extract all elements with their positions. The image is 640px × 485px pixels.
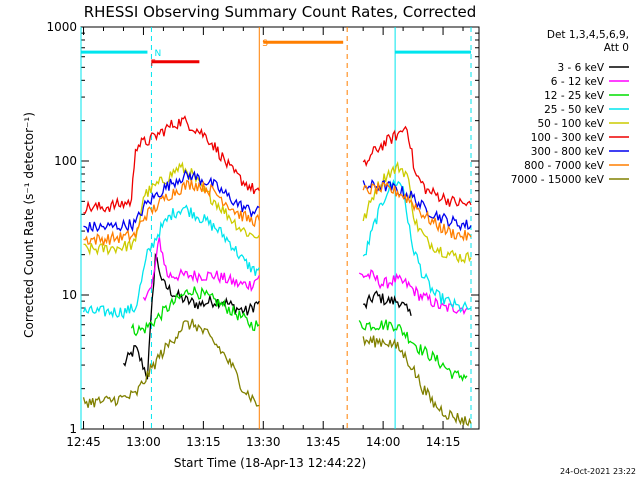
series-line (83, 179, 260, 246)
legend-header-line-2: Att 0 (604, 42, 629, 54)
legend-label: 800 - 7000 keV (524, 160, 605, 172)
series-line (83, 161, 260, 256)
legend-label: 50 - 100 keV (537, 118, 604, 130)
x-tick-label: 12:45 (66, 435, 101, 449)
series-line (362, 335, 472, 427)
y-tick-label: 1 (69, 422, 77, 436)
legend-header-line-1: Det 1,3,4,5,6,9, (547, 29, 629, 41)
chart-title: RHESSI Observing Summary Count Rates, Co… (84, 3, 477, 21)
series-line (122, 252, 260, 380)
footer-date: 24-Oct-2021 23:22 (560, 467, 636, 476)
series-line (82, 318, 260, 408)
annotation-n: N (154, 49, 161, 59)
x-tick-label: 14:15 (426, 435, 461, 449)
legend-label: 300 - 800 keV (531, 146, 605, 158)
series-line (82, 204, 260, 320)
series-line (358, 319, 468, 383)
legend-label: 12 - 25 keV (544, 90, 605, 102)
annotation-f: F (150, 59, 155, 69)
x-axis-label: Start Time (18-Apr-13 12:44:22) (174, 456, 366, 470)
series-line (362, 125, 472, 207)
legend-label: 3 - 6 keV (557, 62, 604, 74)
plot-area: 1 10 100 1000 12:45 13:00 13:15 13:30 13:45 14:00… (46, 20, 480, 449)
y-axis-label: Corrected Count Rate (s⁻¹ detector⁻¹) (22, 112, 36, 338)
series-line (362, 181, 472, 242)
series-line (83, 115, 260, 215)
series-line (358, 269, 468, 316)
series-line (362, 178, 472, 313)
series-line (83, 169, 260, 233)
legend-label: 6 - 12 keV (551, 76, 605, 88)
legend: 3 - 6 keV 6 - 12 keV 12 - 25 keV 25 - 50 ke… (511, 62, 629, 186)
series-line (142, 237, 260, 302)
y-tick-label: 10 (62, 288, 77, 302)
series-line (363, 290, 412, 316)
x-tick-label: 13:15 (186, 435, 221, 449)
series-line (362, 161, 472, 264)
x-tick-label: 13:45 (306, 435, 341, 449)
series-line (130, 286, 260, 337)
legend-label: 7000 - 15000 keV (511, 174, 605, 186)
x-tick-label: 13:30 (246, 435, 281, 449)
y-tick-label: 1000 (46, 20, 77, 34)
x-tick-label: 14:00 (366, 435, 401, 449)
y-tick-label: 100 (54, 154, 77, 168)
x-tick-label: 13:00 (126, 435, 161, 449)
legend-label: 25 - 50 keV (544, 104, 605, 116)
annotation-s: S (262, 39, 268, 49)
legend-label: 100 - 300 keV (531, 132, 605, 144)
